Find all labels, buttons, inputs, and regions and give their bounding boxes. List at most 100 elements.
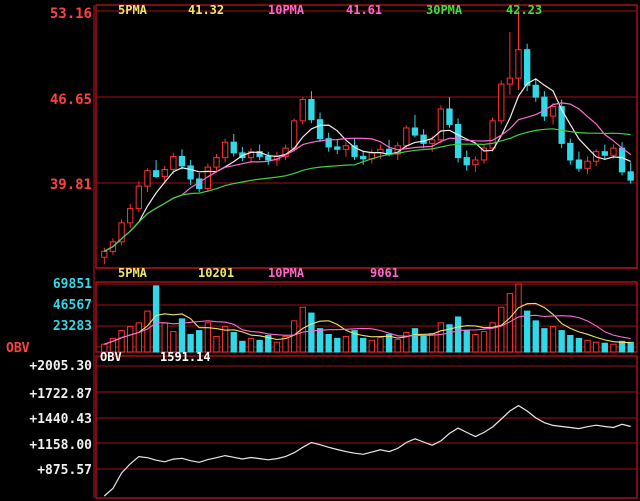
candle-up [204, 166, 212, 189]
volume-bar-up [144, 310, 151, 353]
volume-bar-up [437, 322, 445, 353]
volume-bar-up [549, 326, 557, 353]
obv-header-value: 1591.14 [160, 350, 211, 364]
candle-up [101, 250, 108, 258]
volume-bar-up [498, 306, 505, 353]
volume-bar-down [308, 312, 315, 353]
volume-bar-down [334, 337, 341, 353]
volume-bar-up [213, 335, 220, 353]
volume-bar-down [532, 320, 539, 353]
chart-frame [93, 4, 638, 499]
vol-ma10-label: 10PMA [268, 266, 305, 280]
candle-down [446, 108, 453, 125]
candle-up [221, 141, 229, 159]
obv-panel-frame [95, 355, 638, 499]
ma5-value: 41.32 [188, 3, 224, 17]
obv-tick-3: +1440.43 [29, 412, 92, 427]
volume-bar-up [368, 339, 375, 353]
ma10-label: 10PMA [268, 3, 305, 17]
volume-bar-up [118, 330, 125, 353]
volume-bar-up [221, 326, 229, 353]
volume-bar-down [196, 330, 203, 353]
volume-tick-mid: 46567 [53, 298, 92, 313]
obv-header-label: OBV [100, 350, 122, 364]
candle-down [454, 123, 462, 159]
volume-bar-up [282, 335, 289, 353]
volume-bar-up [480, 331, 488, 353]
candle-up [161, 168, 168, 178]
volume-bar-down [351, 330, 358, 353]
volume-bar-down [187, 333, 194, 353]
candle-down [187, 165, 194, 180]
volume-bar-down [601, 342, 608, 353]
volume-bar-down [230, 332, 237, 353]
candle-up [135, 185, 143, 210]
volume-bar-up [592, 341, 600, 353]
volume-bar-down [446, 324, 453, 353]
volume-bar-up [377, 336, 384, 353]
candle-down [360, 155, 367, 160]
vol-ma10-value: 9061 [370, 266, 399, 280]
obv-tick-4: +1158.00 [29, 438, 92, 453]
ma5-label: 5PMA [118, 3, 148, 17]
price-tick-mid: 46.65 [50, 92, 92, 108]
candle-down [523, 49, 531, 86]
volume-bar-down [558, 330, 565, 353]
volume-bar-up [299, 306, 306, 353]
volume-bar-up [247, 337, 255, 353]
candle-up [549, 106, 557, 117]
candle-up [118, 222, 125, 243]
candle-down [618, 147, 626, 173]
volume-bar-up [403, 332, 410, 353]
price-moving-averages [104, 78, 632, 252]
volume-bar-up [135, 322, 143, 353]
candle-down [178, 155, 186, 167]
candle-up [480, 147, 488, 161]
volume-bar-down [265, 334, 272, 353]
volume-bars [101, 283, 634, 353]
volume-bar-up [127, 326, 134, 353]
candle-down [308, 98, 315, 121]
volume-bar-up [472, 333, 479, 353]
volume-bar-down [178, 318, 186, 353]
volume-bar-down [618, 340, 626, 353]
candle-down [420, 134, 427, 144]
candle-down [265, 155, 272, 161]
candle-down [334, 146, 341, 150]
candle-down [541, 96, 548, 117]
volume-bar-up [489, 322, 496, 353]
volume-bar-up [109, 337, 117, 353]
volume-moving-averages [104, 302, 631, 345]
volume-bar-down [385, 333, 393, 353]
volume-bar-up [204, 322, 212, 353]
volume-bar-up [394, 338, 401, 353]
candle-up [144, 170, 151, 187]
obv-panel-title: OBV [6, 341, 30, 356]
volume-bar-down [627, 341, 634, 353]
candle-down [532, 84, 539, 98]
volume-bar-down [316, 328, 324, 353]
candle-down [316, 119, 324, 140]
obv-series-line [103, 404, 631, 497]
obv-tick-5: +875.57 [37, 463, 92, 478]
candle-down [601, 151, 608, 156]
candle-up [472, 159, 479, 166]
candle-up [489, 120, 496, 149]
price-tick-high: 53.16 [50, 6, 92, 22]
volume-ma10-line [104, 314, 631, 345]
candle-down [411, 127, 419, 136]
obv-tick-1: +2005.30 [29, 359, 92, 374]
volume-bar-up [342, 335, 350, 353]
candle-up [127, 208, 134, 224]
candle-down [567, 142, 574, 161]
price-ma10-line [104, 102, 632, 252]
candle-down [230, 141, 237, 154]
candle-down [558, 106, 565, 144]
obv-tick-2: +1722.87 [29, 387, 92, 402]
ma30-value: 42.23 [506, 3, 542, 17]
ma10-value: 41.61 [346, 3, 382, 17]
volume-bar-up [170, 331, 177, 353]
candle-up [299, 98, 306, 122]
volume-bar-down [567, 334, 574, 353]
